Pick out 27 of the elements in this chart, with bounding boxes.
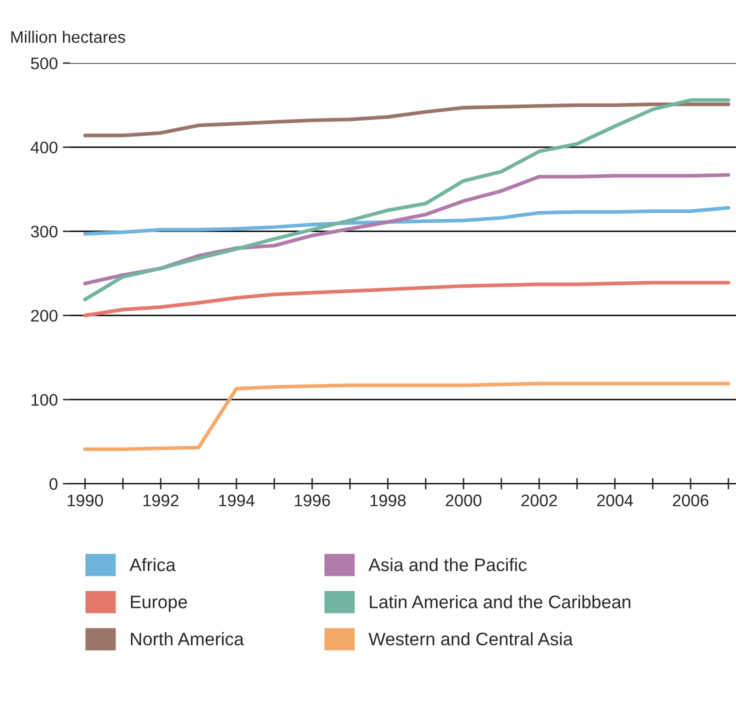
x-tick-label: 2006 [672, 494, 708, 506]
x-tick-label: 1996 [294, 494, 330, 506]
y-tick-label: 200 [31, 310, 58, 322]
legend-label: Africa [130, 558, 176, 572]
x-tick-label: 1990 [68, 494, 103, 506]
x-tick-label: 2002 [522, 494, 557, 506]
x-tick-label: 1994 [219, 494, 254, 506]
y-tick-label: 0 [49, 478, 58, 490]
line-series [83, 280, 730, 318]
y-tick-label: 100 [32, 394, 58, 406]
x-tick-label: 2000 [446, 494, 482, 506]
line-series [83, 98, 730, 302]
x-tick-label: 1998 [370, 494, 406, 506]
line-series [83, 382, 730, 452]
y-axis-title: Million hectares [11, 30, 126, 43]
legend-label: Europe [130, 596, 187, 612]
y-tick-label: 400 [30, 142, 58, 154]
x-tick-label: 1992 [143, 494, 178, 506]
x-tick-label: 2004 [597, 494, 633, 506]
line-series [83, 102, 730, 138]
y-tick-label: 500 [30, 57, 58, 70]
legend-label: North America [130, 632, 244, 646]
y-tick-label: 300 [30, 226, 58, 238]
line-series [83, 206, 730, 236]
legend-label: Latin America and the Caribbean [370, 595, 630, 608]
legend-label: Asia and the Pacific [368, 558, 527, 572]
legend-label: Western and Central Asia [368, 632, 573, 646]
